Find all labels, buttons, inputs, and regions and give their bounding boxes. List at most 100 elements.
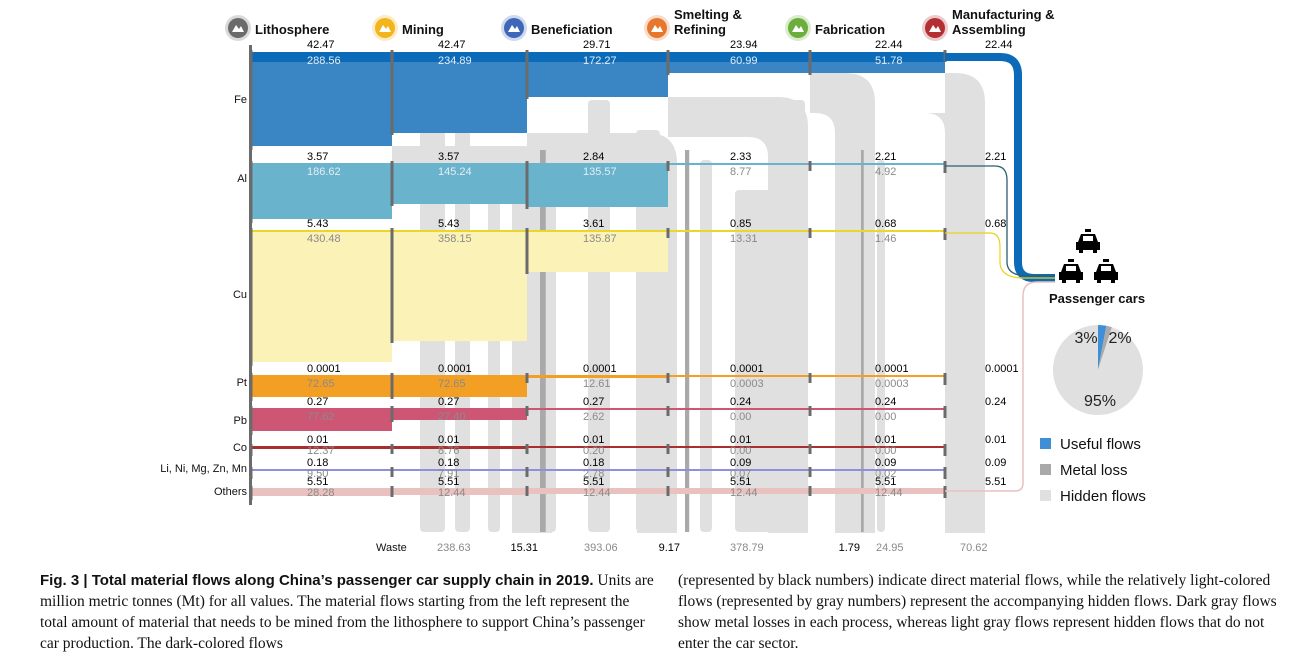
hidden-value: 0.20	[583, 445, 604, 457]
flow-band-cu	[251, 230, 392, 362]
direct-value: 0.18	[583, 457, 604, 469]
hidden-value: 77.62	[307, 411, 335, 423]
stage-node-bar	[390, 467, 394, 477]
direct-flow-strip	[251, 408, 392, 410]
stage-node-bar	[666, 50, 670, 75]
flow-band-cu	[527, 230, 668, 272]
direct-value: 0.0001	[583, 363, 617, 375]
lithosphere-axis	[249, 45, 252, 505]
direct-flow-strip	[810, 408, 945, 410]
direct-value: 0.0001	[730, 363, 764, 375]
direct-flow-strip	[668, 408, 810, 410]
stage-node-bar	[943, 486, 947, 498]
pie-label-metal-loss: 2%	[1108, 330, 1131, 347]
direct-value: 0.24	[985, 396, 1006, 408]
hidden-value: 7.91	[438, 468, 459, 480]
direct-value: 0.24	[875, 396, 896, 408]
direct-value: 0.01	[583, 434, 604, 446]
direct-value: 2.84	[583, 151, 604, 163]
waste-hidden-value: 238.63	[437, 542, 471, 554]
stage-node-bar	[390, 161, 394, 206]
element-label: Li, Ni, Mg, Zn, Mn	[160, 463, 247, 475]
pickaxe-icon-glyph	[379, 25, 391, 32]
stage-node-bar	[666, 444, 670, 454]
pie-slice-useful-flows	[1098, 325, 1107, 370]
direct-value: 0.18	[307, 457, 328, 469]
stage-node-bar	[943, 444, 947, 456]
hidden-flow-bend	[925, 73, 985, 533]
hidden-flow-bend	[810, 73, 875, 533]
caption-title: Fig. 3 | Total material flows along Chin…	[40, 572, 594, 589]
cu-to-cars-flow	[945, 232, 1055, 279]
hidden-value: 135.57	[583, 166, 617, 178]
car-taxi-sign	[1103, 259, 1109, 262]
direct-value: 2.21	[875, 151, 896, 163]
hidden-value: 13.31	[730, 233, 758, 245]
stage-header-mining: Mining	[372, 15, 444, 41]
direct-value: 3.61	[583, 218, 604, 230]
direct-value: 2.33	[730, 151, 751, 163]
hidden-value: 27.40	[438, 411, 466, 423]
stage-node-bar	[943, 467, 947, 479]
stage-node-bar	[390, 444, 394, 454]
direct-value: 0.0001	[438, 363, 472, 375]
flow-band-others	[668, 488, 810, 494]
car-window	[1101, 266, 1111, 271]
hidden-value: 12.44	[730, 487, 758, 499]
element-label: Fe	[234, 94, 247, 106]
direct-flow-strip	[810, 488, 945, 490]
direct-flow-strip	[527, 163, 668, 165]
stage-node-bar	[390, 50, 394, 135]
direct-flow-strip	[392, 163, 527, 165]
hidden-value: 51.78	[875, 55, 903, 67]
direct-value: 0.09	[875, 457, 896, 469]
stage-label: Mining	[402, 22, 444, 37]
tools-icon-glyph	[929, 25, 941, 32]
metal-loss-flow	[685, 150, 690, 532]
others-to-cars-flow	[945, 281, 1055, 492]
stage-node-bar	[666, 406, 670, 416]
direct-flow-strip	[810, 469, 945, 471]
hidden-value: 430.48	[307, 233, 341, 245]
stage-label: Beneficiation	[531, 22, 613, 37]
direct-flow-strip	[668, 488, 810, 490]
flow-band-others	[527, 488, 668, 494]
direct-flow-strip	[668, 469, 810, 471]
element-label: Pb	[234, 415, 247, 427]
direct-value: 3.57	[438, 151, 459, 163]
waste-metal-loss-value: 15.31	[510, 542, 538, 554]
direct-value: 0.01	[875, 434, 896, 446]
flow-band-pb	[251, 408, 392, 431]
stage-node-bar	[943, 373, 947, 385]
direct-flow-strip	[527, 375, 668, 377]
direct-flow-strip	[251, 488, 392, 490]
direct-value: 0.09	[985, 457, 1006, 469]
flow-band-others	[392, 488, 527, 495]
waste-hidden-value: 70.62	[960, 542, 988, 554]
waste-hidden-value: 378.79	[730, 542, 764, 554]
stage-node-bar	[808, 467, 812, 477]
hidden-value: 0.00	[875, 411, 896, 423]
direct-value: 29.71	[583, 39, 611, 51]
hidden-value: 12.61	[583, 378, 611, 390]
direct-value: 0.24	[730, 396, 751, 408]
direct-value: 0.85	[730, 218, 751, 230]
waste-metal-loss-value: 1.79	[839, 542, 860, 554]
passenger-cars-icon	[1059, 229, 1118, 283]
stage-header-lithosphere: Lithosphere	[225, 15, 329, 41]
stage-node-bar	[390, 228, 394, 343]
legend-swatch	[1040, 490, 1051, 501]
stage-header-beneficiation: Beneficiation	[501, 15, 613, 41]
direct-value: 22.44	[985, 39, 1013, 51]
hidden-value: 12.44	[583, 487, 611, 499]
legend-swatch	[1040, 438, 1051, 449]
hidden-value: 0.0003	[730, 378, 764, 390]
caption-body-right: (represented by black numbers) indicate …	[678, 572, 1277, 652]
hidden-value: 60.99	[730, 55, 758, 67]
metal-loss-flow	[861, 150, 864, 532]
element-flows-layer	[249, 45, 1055, 505]
direct-value: 0.01	[307, 434, 328, 446]
fe-to-cars-flow	[945, 53, 1055, 282]
flow-band-pb	[392, 408, 527, 420]
hidden-value: 12.37	[307, 445, 335, 457]
